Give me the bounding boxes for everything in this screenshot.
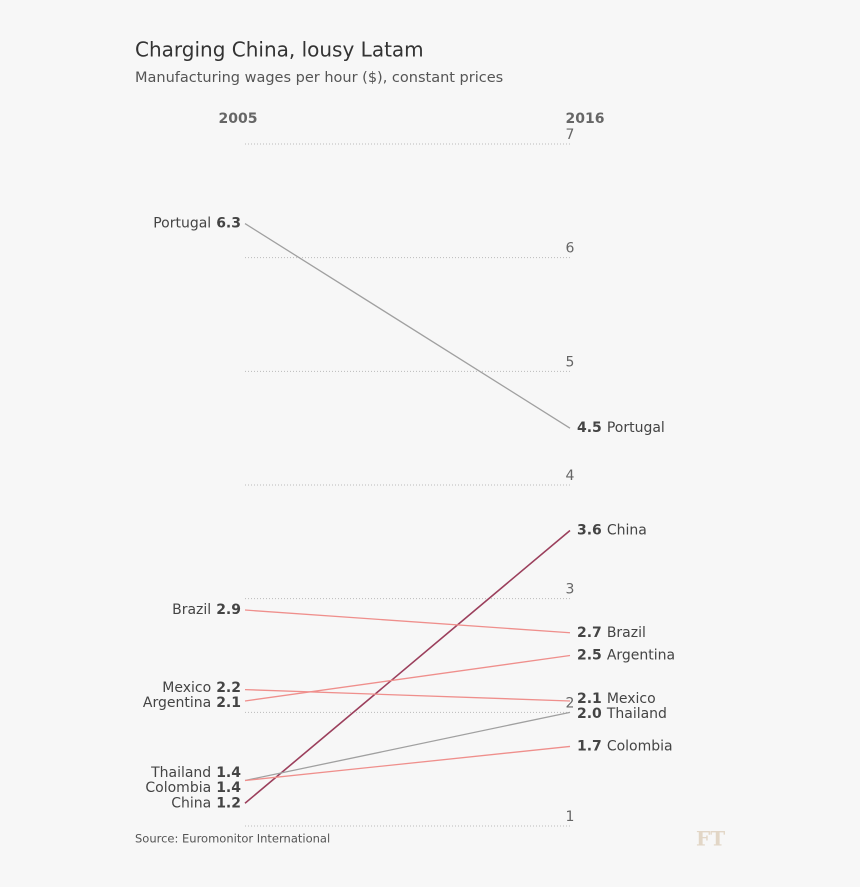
y-tick-label: 2 xyxy=(566,695,575,711)
series-name: Colombia xyxy=(607,738,673,754)
chart-subtitle: Manufacturing wages per hour ($), consta… xyxy=(135,70,503,86)
slope-line xyxy=(244,609,571,634)
value-label: 1.4 xyxy=(216,765,241,781)
value-label: 2.5 xyxy=(577,648,602,664)
right-label: 2.0 Thailand xyxy=(577,706,667,722)
source: Source: Euromonitor International xyxy=(135,832,330,846)
series-name: Portugal xyxy=(153,216,211,232)
value-label: 4.5 xyxy=(577,420,602,436)
value-label: 1.4 xyxy=(216,780,241,796)
right-label: 2.1 Mexico xyxy=(577,691,656,707)
value-label: 2.9 xyxy=(216,602,241,618)
y-tick-label: 1 xyxy=(566,809,575,825)
slope-line xyxy=(244,711,571,782)
series-name: Brazil xyxy=(172,602,211,618)
value-label: 2.1 xyxy=(216,695,241,711)
slope-line xyxy=(244,529,571,804)
value-label: 2.7 xyxy=(577,625,602,641)
value-label: 1.2 xyxy=(216,795,241,811)
right-label: 1.7 Colombia xyxy=(577,738,673,754)
series-name: China xyxy=(171,795,211,811)
value-label: 2.1 xyxy=(577,691,602,707)
value-label: 1.7 xyxy=(577,738,602,754)
series-name: Thailand xyxy=(606,706,667,722)
slope-line xyxy=(244,654,571,702)
series-name: China xyxy=(607,522,647,538)
left-label: Colombia 1.4 xyxy=(145,780,241,796)
series-name: Argentina xyxy=(143,695,211,711)
value-label: 2.0 xyxy=(577,706,602,722)
right-label: 4.5 Portugal xyxy=(577,420,665,436)
value-label: 3.6 xyxy=(577,522,602,538)
right-label: 3.6 China xyxy=(577,522,647,538)
value-label: 2.2 xyxy=(216,680,241,696)
series-name: Brazil xyxy=(607,625,646,641)
series-name: Thailand xyxy=(150,765,211,781)
y-tick-label: 3 xyxy=(566,582,575,598)
column-header: 2016 xyxy=(566,111,605,127)
slope-line xyxy=(244,688,571,702)
left-label: China 1.2 xyxy=(171,795,241,811)
chart-title: Charging China, lousy Latam xyxy=(135,38,424,62)
left-label: Argentina 2.1 xyxy=(143,695,241,711)
series-name: Argentina xyxy=(607,648,675,664)
slope-line xyxy=(244,223,571,429)
series-name: Portugal xyxy=(607,420,665,436)
y-tick-label: 7 xyxy=(566,127,575,143)
y-tick-label: 6 xyxy=(566,241,575,257)
column-header: 2005 xyxy=(219,111,258,127)
y-tick-label: 4 xyxy=(566,468,575,484)
left-label: Mexico 2.2 xyxy=(162,680,241,696)
logo: FT xyxy=(696,827,725,851)
right-label: 2.5 Argentina xyxy=(577,648,675,664)
slope-line xyxy=(244,745,571,782)
right-label: 2.7 Brazil xyxy=(577,625,646,641)
series-name: Colombia xyxy=(145,780,211,796)
left-label: Portugal 6.3 xyxy=(153,216,241,232)
left-label: Brazil 2.9 xyxy=(172,602,241,618)
y-tick-label: 5 xyxy=(566,354,575,370)
series-name: Mexico xyxy=(607,691,656,707)
left-label: Thailand 1.4 xyxy=(150,765,241,781)
series-name: Mexico xyxy=(162,680,211,696)
value-label: 6.3 xyxy=(216,216,241,232)
